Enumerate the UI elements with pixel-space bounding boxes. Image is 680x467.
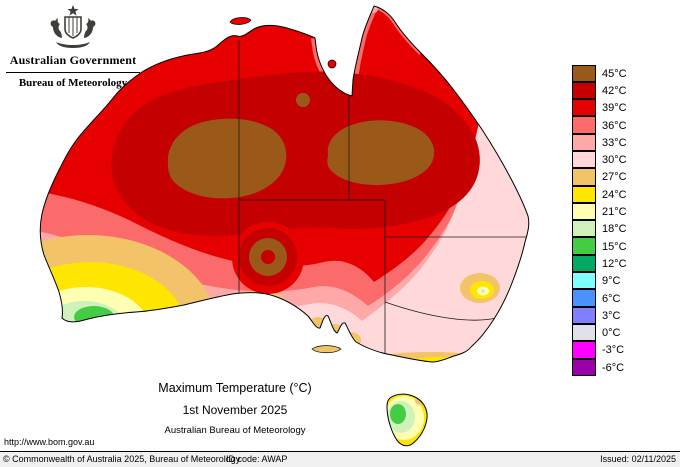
tasmania-temperature-zones (387, 394, 428, 446)
coat-of-arms-icon (50, 5, 96, 48)
legend-label: 33°C (602, 136, 627, 149)
legend-item: 3°C (572, 306, 627, 324)
zone-45-east (327, 120, 435, 185)
legend-item: 18°C (572, 220, 627, 238)
legend-swatch (572, 133, 596, 151)
groote-eylandt (327, 59, 337, 69)
legend-item: 42°C (572, 81, 627, 100)
legend-swatch (572, 150, 596, 169)
mainland-coastline (39, 5, 530, 363)
legend-swatch (572, 237, 596, 255)
zone-45-west (167, 118, 287, 199)
legend-swatch (572, 358, 596, 376)
id-code-text: ID code: AWAP (226, 454, 288, 464)
legend-swatch (572, 99, 596, 117)
legend-item: -3°C (572, 341, 627, 359)
legend-swatch (572, 220, 596, 238)
vic-coast-24 (408, 357, 476, 362)
kangaroo-island (311, 345, 342, 354)
zone-45-small (296, 93, 310, 107)
bureau-title: Bureau of Meteorology (18, 77, 128, 89)
gulf-fringe-3 (339, 332, 361, 348)
legend-label: 0°C (602, 327, 621, 340)
australia-temperature-map (39, 5, 530, 447)
legend-label: 45°C (602, 67, 627, 80)
legend-item: 6°C (572, 289, 627, 307)
tiwi-islands (229, 17, 252, 25)
legend-label: 21°C (602, 206, 627, 219)
legend-label: 39°C (602, 102, 627, 115)
legend-swatch (572, 272, 596, 290)
legend-label: 42°C (602, 84, 627, 97)
legend-swatch (572, 323, 596, 342)
legend-item: 12°C (572, 254, 627, 273)
alps-18 (481, 289, 485, 293)
map-date: 1st November 2025 (182, 403, 288, 417)
legend-label: -3°C (602, 344, 625, 357)
header-divider (6, 72, 140, 73)
legend-label: 30°C (602, 154, 627, 167)
zone-15-southwest (74, 306, 114, 328)
legend-label: 12°C (602, 257, 627, 270)
legend-label: 3°C (602, 309, 621, 322)
header: Australian Government Bureau of Meteorol… (6, 4, 140, 89)
legend-item: 27°C (572, 168, 627, 186)
legend-item: 33°C (572, 133, 627, 151)
gulf-fringe-1 (309, 317, 327, 333)
issued-text: Issued: 02/11/2025 (600, 454, 676, 464)
government-title: Australian Government (9, 53, 137, 67)
legend-label: 27°C (602, 171, 627, 184)
map-title: Maximum Temperature (°C) (158, 381, 312, 395)
legend-swatch (572, 65, 596, 83)
legend-swatch (572, 289, 596, 307)
legend-swatch (572, 254, 596, 273)
legend-label: 18°C (602, 223, 627, 236)
legend-swatch (572, 185, 596, 203)
legend-item: -6°C (572, 358, 627, 376)
bom-url: http://www.bom.gov.au (4, 437, 95, 447)
legend-label: 36°C (602, 119, 627, 132)
legend-swatch (572, 116, 596, 134)
legend-label: 9°C (602, 275, 621, 288)
legend-item: 24°C (572, 185, 627, 203)
legend-swatch (572, 341, 596, 359)
footer-bar: © Commonwealth of Australia 2025, Bureau… (0, 451, 680, 467)
legend-label: 24°C (602, 188, 627, 201)
legend-item: 36°C (572, 116, 627, 134)
legend-item: 15°C (572, 237, 627, 255)
legend-item: 21°C (572, 202, 627, 221)
bullseye-core (261, 250, 275, 264)
zone-15-southwest-2 (68, 321, 88, 333)
legend-swatch (572, 306, 596, 324)
legend-item: 9°C (572, 272, 627, 290)
copyright-text: © Commonwealth of Australia 2025, Bureau… (3, 454, 241, 464)
legend-item: 0°C (572, 323, 627, 342)
legend-label: 15°C (602, 240, 627, 253)
legend-label: 6°C (602, 292, 621, 305)
legend-swatch (572, 168, 596, 186)
map-org: Australian Bureau of Meteorology (164, 425, 306, 436)
tasmania-coastline (386, 393, 428, 447)
tas-zone-15 (390, 404, 406, 424)
legend-label: -6°C (602, 361, 625, 374)
temperature-legend: 45°C 42°C 39°C 36°C 33°C 30°C 27°C 24°C … (572, 65, 627, 376)
map-captions: Maximum Temperature (°C) 1st November 20… (105, 381, 365, 436)
legend-swatch (572, 202, 596, 221)
state-borders (238, 40, 527, 355)
legend-item: 45°C (572, 65, 627, 83)
legend-swatch (572, 81, 596, 100)
legend-item: 39°C (572, 99, 627, 117)
legend-item: 30°C (572, 150, 627, 169)
